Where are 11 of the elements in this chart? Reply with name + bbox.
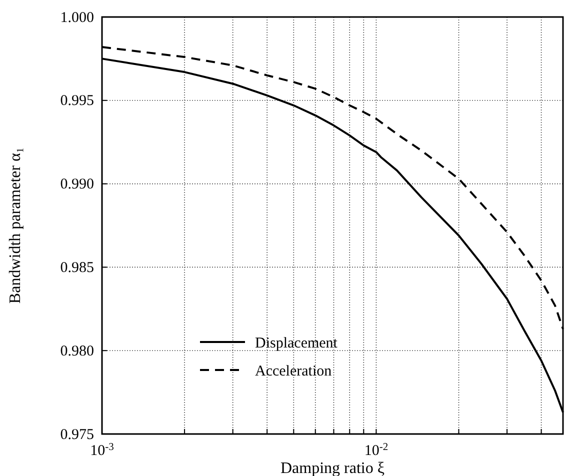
legend-label: Displacement [255, 335, 338, 352]
y-tick-label: 1.000 [60, 10, 94, 26]
y-tick-label: 0.985 [60, 260, 94, 276]
legend-label: Acceleration [255, 363, 332, 380]
x-tick-label: 10$^{-2}$ [364, 442, 388, 459]
y-tick-label: 0.995 [60, 93, 94, 110]
y-tick-label: 0.975 [60, 426, 94, 443]
y-axis-title: Bandwidth parameter α₁ [7, 147, 24, 304]
y-tick-label: 0.990 [60, 176, 94, 193]
y-tick-label: 0.980 [60, 343, 94, 360]
x-tick-label: 10$^{-3}$ [90, 442, 114, 459]
